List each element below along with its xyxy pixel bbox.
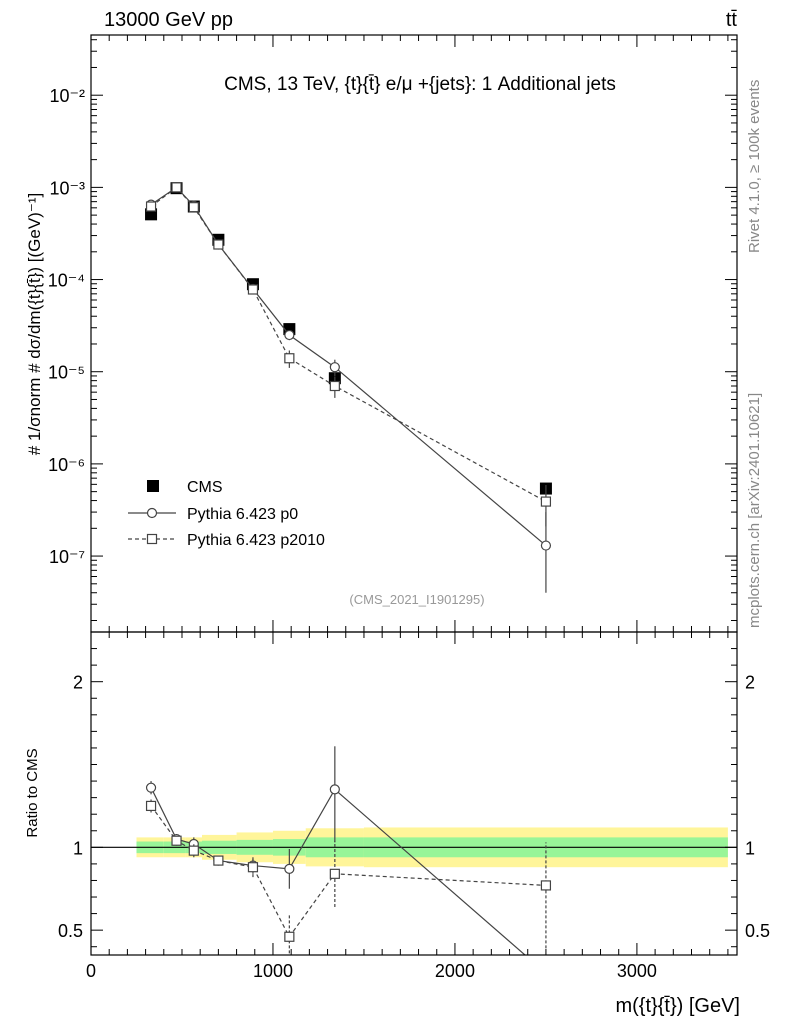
legend-p2010-marker [146,533,158,545]
main-p2010-point [329,380,340,392]
main-y-tick-label: 10⁻⁶ [48,455,85,475]
ratio-p2010-point [284,931,295,942]
main-p2010-point [284,353,295,364]
main-p2010-point [247,284,259,295]
header-right: tt̄ [726,9,738,31]
ratio-frame [90,631,738,956]
rivet-version-label: Rivet 4.1.0, ≥ 100k events [746,80,763,253]
ratio-y-tick-label-left: 0.5 [58,921,83,941]
main-y-tick-label: 10⁻⁴ [48,271,85,291]
main-p2010-point [188,202,199,213]
ratio-p0-point [329,784,340,795]
ratio-y-tick-label-right: 1 [745,838,755,858]
main-p2010-point [145,201,157,212]
main-title: CMS, 13 TeV, {t}{t̄} e/μ +{jets}: 1 Addi… [224,74,616,95]
legend: CMS Pythia 6.423 p0 Pythia 6.423 p2010 [128,479,325,549]
main-p0-point [329,362,340,373]
main-y-tick-label: 10⁻² [49,86,85,106]
x-tick-label: 1000 [253,961,293,981]
legend-cms-marker [147,480,159,492]
ratio-p0-point [145,782,157,793]
legend-p0-marker [146,507,158,519]
ratio-series [145,746,552,955]
main-y-tick-label: 10⁻⁵ [48,363,85,383]
ratio-series-group [145,746,552,955]
ratio-axis-ticks [90,632,737,955]
main-series-line [150,186,547,503]
main-axis-ticks [90,35,737,632]
main-series [145,182,552,593]
main-y-tick-label: 10⁻⁷ [49,547,85,567]
legend-cms-label: CMS [187,479,223,496]
ratio-p2010-point [213,855,224,866]
ratio-tick-labels: 0.5 0.5 1 1 2 2 0 1000 2000 3000 [58,673,770,981]
ratio-p2010-point [145,800,157,812]
analysis-reference: (CMS_2021_I1901295) [349,592,484,607]
main-p0-point [284,329,295,341]
x-tick-label: 3000 [617,961,657,981]
ratio-p2010-point [329,868,340,879]
main-y-tick-label: 10⁻³ [49,178,85,198]
ratio-p2010-point [171,835,182,846]
main-panel: 10⁻⁷ 10⁻⁶ 10⁻⁵ 10⁻⁴ 10⁻³ 10⁻² CMS, 13 TeV, {t… [25,34,738,633]
main-y-tick-labels: 10⁻⁷ 10⁻⁶ 10⁻⁵ 10⁻⁴ 10⁻³ 10⁻² [48,86,85,567]
ratio-series-line [150,805,546,938]
ratio-p2010-point [540,880,552,891]
ratio-y-tick-label-left: 1 [73,838,83,858]
main-y-axis-label: # 1/σnorm # dσ/dm({t}{t̄}) [(GeV)⁻¹] [25,193,44,455]
ratio-panel: 0.5 0.5 1 1 2 2 0 1000 2000 3000 Ratio to CMS m({… [24,631,770,1017]
header-left: 13000 GeV pp [104,9,233,31]
x-axis-label: m({t}{t̄}) [GeV] [615,995,740,1017]
mcplots-label: mcplots.cern.ch [arXiv:2401.10621] [746,393,763,628]
legend-p0-label: Pythia 6.423 p0 [187,506,298,523]
ratio-series-line [150,787,526,955]
ratio-p2010-point [188,845,199,856]
main-p2010-point [540,496,552,507]
x-tick-label: 0 [86,961,96,981]
x-tick-label: 2000 [435,961,475,981]
ratio-y-axis-label: Ratio to CMS [24,748,41,837]
ratio-y-tick-label-right: 0.5 [745,921,770,941]
main-p2010-point [171,182,182,193]
main-p0-point [540,540,552,551]
ratio-p2010-point [247,862,259,873]
ratio-y-tick-label-right: 2 [745,673,755,693]
ratio-p0-point [284,863,295,874]
ratio-y-tick-label-left: 2 [73,673,83,693]
main-p2010-point [213,239,224,250]
legend-p2010-label: Pythia 6.423 p2010 [187,532,325,549]
